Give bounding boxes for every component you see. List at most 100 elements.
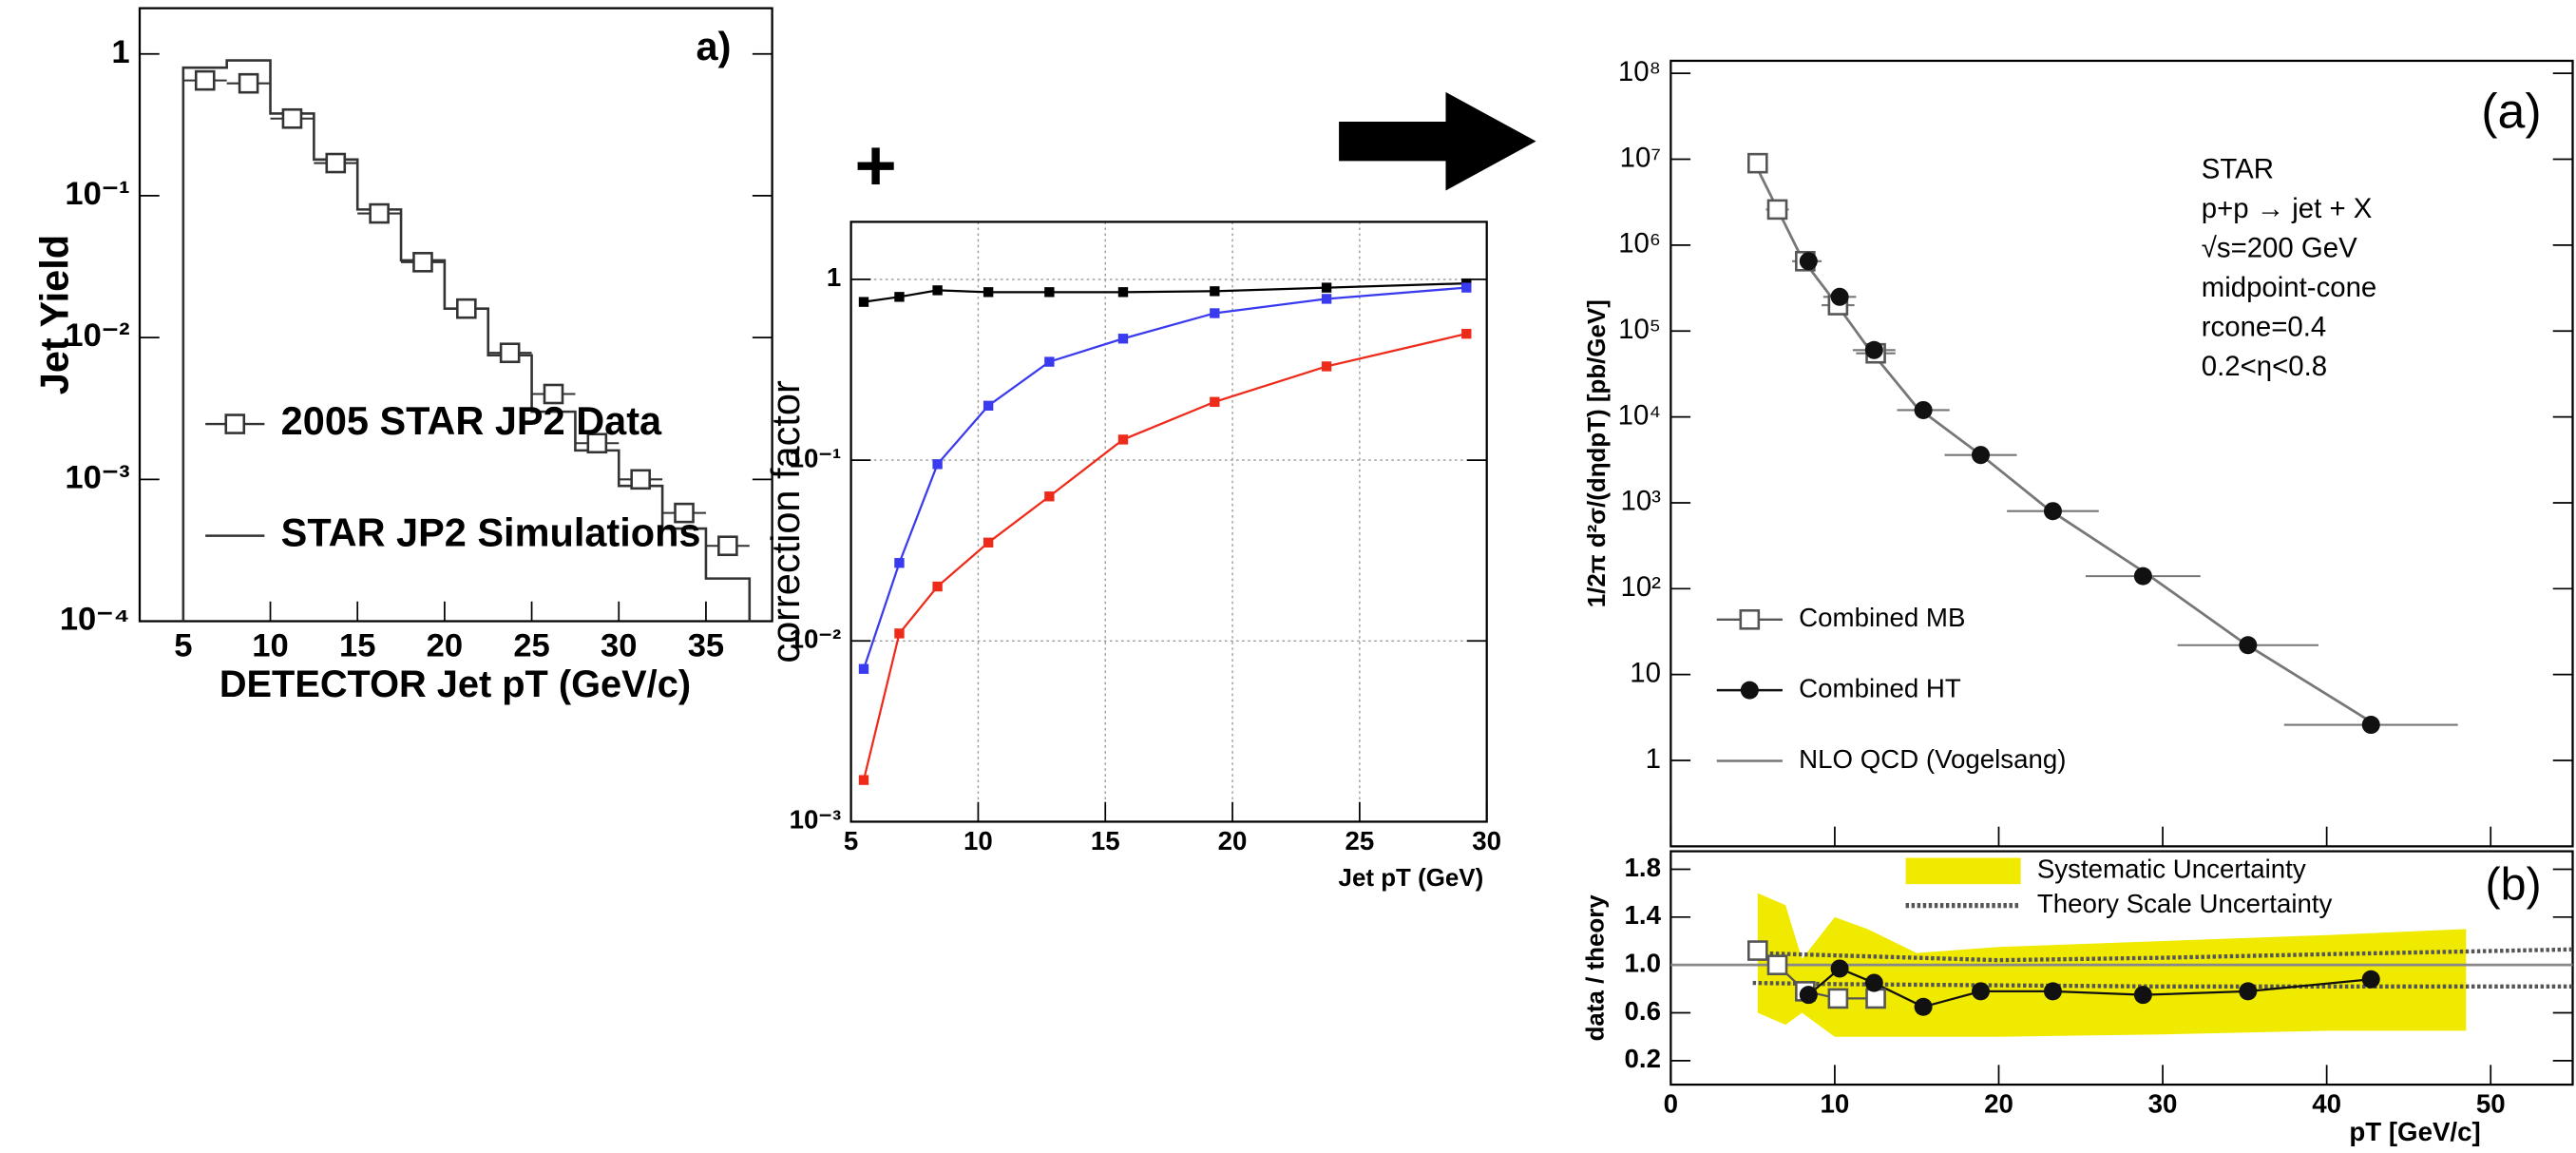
data-point [1117,287,1129,298]
data-point [894,292,905,302]
annotation: rcone=0.4 [2202,312,2326,343]
data-point [858,663,869,674]
data-point [1827,988,1849,1009]
legend-label: 2005 STAR JP2 Data [281,398,662,443]
y-tick-label: 10⁻³ [65,459,129,495]
x-tick-label: 20 [427,627,463,663]
series-line [863,282,1467,303]
y-tick-label: 0.6 [1625,996,1661,1026]
data-point [1044,356,1055,367]
data-point [1044,287,1055,298]
data-point [456,298,477,319]
plot-frame [849,221,1488,823]
x-tick-label: 50 [2476,1089,2506,1119]
x-tick-label: 20 [1218,826,1248,855]
scale-band-edge [1752,947,2573,963]
data-point [1799,986,1818,1005]
x-tick-label: 10 [1821,1089,1850,1119]
x-tick-label: 25 [513,627,549,663]
data-point [983,400,994,412]
y-tick-label: 0.2 [1625,1044,1661,1073]
x-tick-label: 25 [1345,826,1374,855]
x-tick-label: 10 [964,826,993,855]
x-tick-label: 30 [1472,826,1501,855]
arrow [1339,91,1536,191]
y-tick-label: 10⁸ [1618,56,1661,87]
series-line [862,333,1467,780]
y-tick-label: 10⁴ [1618,399,1661,431]
data-point [1865,988,1886,1009]
data-point [858,297,869,307]
data-point [1864,973,1883,992]
x-tick-label: 30 [601,627,637,663]
data-point [2043,502,2062,521]
data-point [281,107,303,129]
data-point [586,432,608,454]
data-point [1914,400,1933,419]
y-tick-label: 10⁻¹ [65,176,129,212]
panel: 1 10 10² 10³ 10⁴ 10⁵ 10⁶ 10⁷ 10⁸ [1618,56,2574,848]
data-point [1914,997,1933,1016]
data-point [499,342,521,364]
y-tick-label: 1 [827,262,841,292]
y-tick-label: 10³ [1620,486,1661,517]
plot-frame [1670,59,2574,848]
y-tick-label: 1.4 [1625,900,1662,930]
data-point [1117,434,1129,445]
data-point [983,287,994,298]
data-point [894,628,905,639]
data-point [1746,152,1768,174]
y-axis-label: 1/2π d²σ/(dηdpT) [pb/GeV] [1584,299,1611,607]
legend-label: STAR JP2 Simulations [281,510,701,555]
legend-marker [1740,681,1759,700]
y-tick-label: 10⁷ [1620,142,1661,173]
y-tick-label: 10⁻² [65,317,129,354]
data-point [1746,940,1768,961]
series-line [1751,158,2377,726]
legend-label: Systematic Uncertainty [2037,855,2306,884]
data-point [2133,567,2152,586]
series-line [862,286,1467,670]
legend-label: Theory Scale Uncertainty [2037,889,2333,918]
data-point [2361,716,2380,735]
data-point [1971,446,1991,465]
data-point [932,285,943,296]
legend-marker [224,413,246,434]
data-point [1321,294,1332,304]
panel-label: (a) [2481,84,2541,139]
x-tick-label: 20 [1984,1089,2013,1119]
annotation: + [854,125,896,206]
data-point [1210,396,1220,407]
annotation: p+p → jet + X [2202,193,2373,224]
data-point [369,202,390,224]
legend-label: Combined HT [1799,673,1961,702]
plot-frame [1670,850,2574,1086]
x-tick-label: 15 [339,627,375,663]
x-tick-label: 5 [844,826,858,855]
x-tick-label: 5 [174,627,192,663]
data-point [674,502,695,524]
data-point [1210,308,1220,318]
y-tick-label: 10⁻³ [790,805,842,835]
data-point [194,69,216,91]
y-tick-label: 10² [1620,571,1661,603]
panel: 10⁻⁴10⁻³10⁻²10⁻¹15 10 15 20 25 30 35 [60,7,773,663]
y-tick-label: 1 [1646,743,1661,775]
data-point [1461,282,1472,293]
data-point [630,469,651,490]
x-tick-label: 10 [252,627,288,663]
y-tick-label: 1 [111,34,129,70]
plot-frame [138,7,773,623]
x-axis-label: pT [GeV/c] [2349,1117,2480,1146]
plot [862,282,1467,780]
panel: 0.2 0.6 1.0 1.4 1.8 0 10 20 30 40 50 [1625,850,2574,1119]
annotation: 0.2<η<0.8 [2202,351,2327,382]
data-point [858,775,869,785]
x-tick-label: 30 [2148,1089,2178,1119]
data-point [1830,959,1849,978]
data-point [325,152,347,174]
annotation: √s=200 GeV [2202,233,2357,264]
x-axis-label: Jet pT (GeV) [1339,865,1484,892]
x-tick-label: 40 [2312,1089,2341,1119]
